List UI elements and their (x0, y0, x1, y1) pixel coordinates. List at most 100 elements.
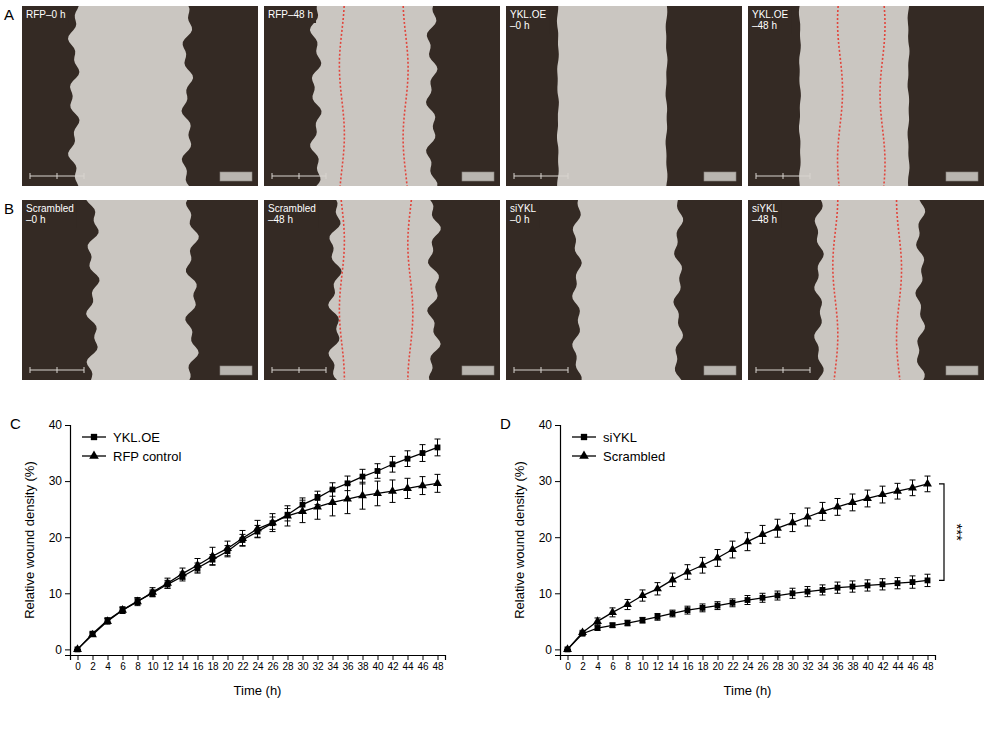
marker (908, 483, 917, 491)
legend-entry: Scrambled (572, 449, 665, 464)
tick-label: 8 (135, 661, 141, 672)
marker (638, 590, 647, 598)
tick-label: 12 (652, 661, 664, 672)
tick-label: 6 (610, 661, 616, 672)
x-axis-title: Time (h) (724, 683, 772, 698)
cell-sheet (506, 6, 559, 186)
cell-sheet (673, 200, 742, 380)
tick: 32 (312, 655, 324, 672)
legend: YKL.OERFP control (82, 430, 182, 464)
legend-entry: YKL.OE (82, 430, 160, 445)
image-label-ground (506, 200, 540, 228)
tick-mark (183, 655, 184, 660)
image-stamp (220, 366, 252, 375)
tick: 20 (222, 655, 234, 672)
marker (923, 479, 932, 487)
legend-marker (581, 434, 587, 440)
marker (863, 493, 872, 501)
marker (418, 480, 427, 488)
tick-mark (288, 655, 289, 660)
tick-mark (363, 655, 364, 660)
legend: siYKLScrambled (572, 430, 665, 464)
tick-label: 32 (802, 661, 814, 672)
tick: 36 (342, 655, 354, 672)
series-line (568, 580, 928, 649)
marker (563, 644, 572, 652)
tick-mark (243, 655, 244, 660)
marker (313, 502, 322, 510)
error-bar (790, 588, 796, 598)
image-label-ground (748, 200, 782, 228)
tick: 6 (120, 655, 126, 672)
scale-bar-tick (57, 367, 58, 373)
tick-label: 2 (580, 661, 586, 672)
marker (593, 616, 602, 624)
tick-mark (628, 655, 629, 660)
marker (880, 581, 886, 587)
tick-label: 20 (539, 531, 553, 545)
tick-label: 16 (682, 661, 694, 672)
tick-label: 0 (75, 661, 81, 672)
tick: 26 (267, 655, 279, 672)
tick-label: 30 (539, 474, 553, 488)
scale-bar-tick (30, 367, 31, 373)
tick-mark (65, 481, 70, 482)
image-stamp (946, 172, 978, 181)
tick: 28 (282, 655, 294, 672)
cell-sheet (666, 6, 742, 186)
tick: 48 (922, 655, 934, 672)
marker (578, 627, 587, 635)
wound-area (506, 200, 742, 380)
tick-label: 34 (327, 661, 339, 672)
marker (610, 622, 616, 628)
panel-letter: B (4, 200, 14, 217)
scale-bar-tick (541, 173, 542, 179)
legend-label: Scrambled (603, 449, 665, 464)
marker (298, 506, 307, 514)
micrograph: siYKL–48 h (748, 200, 984, 380)
y-axis-title: Relative wound density (%) (512, 461, 527, 619)
tick: 40 (539, 418, 560, 432)
tick-mark (258, 655, 259, 660)
tick: 12 (162, 655, 174, 672)
tick-label: 40 (49, 418, 63, 432)
tick-mark (198, 655, 199, 660)
error-bar (375, 464, 381, 479)
scale-bar-tick (783, 173, 784, 179)
tick-mark (333, 655, 334, 660)
tick: 20 (539, 531, 560, 545)
marker (893, 486, 902, 494)
tick-label: 10 (637, 661, 649, 672)
error-bar (925, 574, 931, 586)
image-label-line: RFP–0 h (26, 9, 65, 20)
tick: 10 (637, 655, 649, 672)
marker (773, 523, 782, 531)
image-label-line: –48 h (752, 20, 777, 31)
legend-marker (579, 450, 589, 458)
error-bar (895, 578, 901, 589)
cell-sheet (264, 6, 322, 186)
wound-area (22, 6, 258, 186)
marker (790, 590, 796, 596)
chart: D024681012141618202224262830323436384042… (500, 415, 966, 698)
tick-label: 12 (162, 661, 174, 672)
scale-bar-tick (272, 367, 273, 373)
tick-label: 40 (862, 661, 874, 672)
error-bar (730, 599, 736, 607)
error-bar (865, 580, 871, 591)
tick-mark (318, 655, 319, 660)
axis-line (71, 656, 446, 661)
marker (683, 567, 692, 575)
legend-label: YKL.OE (113, 430, 160, 445)
image-label: siYKL–0 h (506, 200, 540, 228)
tick-label: 16 (192, 661, 204, 672)
marker (435, 445, 441, 451)
tick-mark (613, 655, 614, 660)
error-bar (700, 604, 706, 612)
marker (698, 560, 707, 568)
panel-letter: A (4, 6, 14, 23)
marker (118, 605, 127, 613)
axis-line (561, 656, 936, 661)
marker (715, 603, 721, 609)
scale-bar-tick (326, 367, 327, 373)
